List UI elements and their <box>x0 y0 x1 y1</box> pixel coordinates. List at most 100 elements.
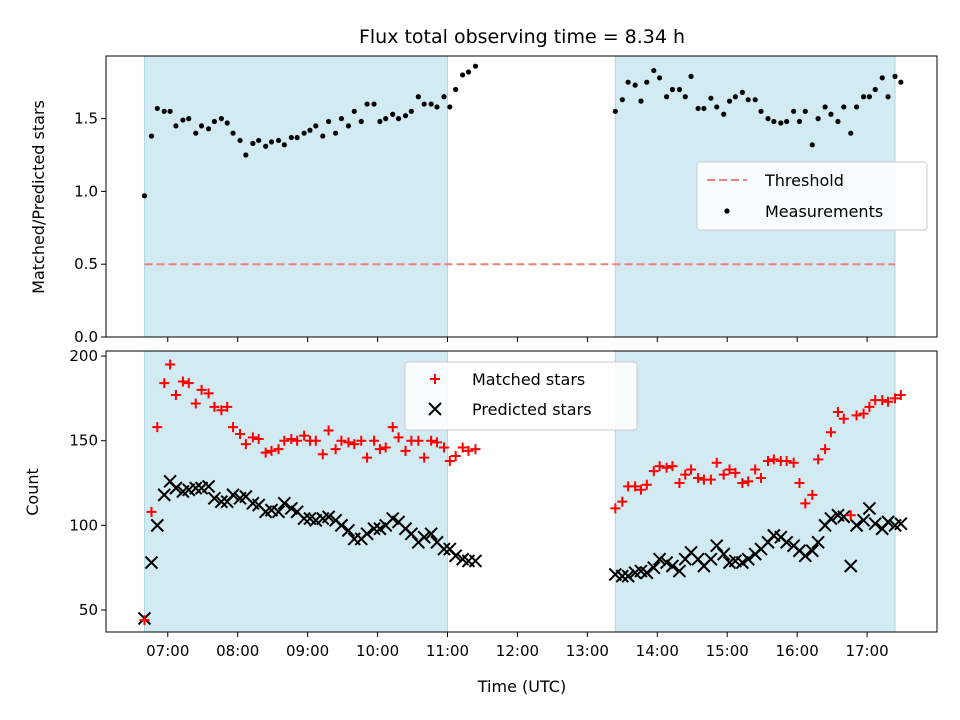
chart-title: Flux total observing time = 8.34 h <box>359 26 685 48</box>
ratio-legend-box <box>696 161 928 231</box>
matched-star-point <box>286 434 297 445</box>
measurement-point <box>866 94 873 100</box>
predicted-star-point <box>341 523 356 538</box>
measurement-point <box>421 101 427 107</box>
measurement-point <box>625 79 631 85</box>
matched-star-point <box>222 401 233 412</box>
ratio-panel: 0.0 0.5 1.0 1.5 Matched/Predicted stars Thr… <box>29 55 938 346</box>
matched-star-point <box>877 395 888 406</box>
measurement-point <box>256 137 262 144</box>
matched-star-point <box>216 405 227 416</box>
predicted-star-point <box>881 515 895 529</box>
measurement-point <box>428 101 434 107</box>
matched-star-point <box>654 461 665 472</box>
predicted-star-point <box>856 513 871 527</box>
count-shaded-interval <box>614 350 896 633</box>
matched-star-point <box>763 456 774 467</box>
x-tick-label: 07:00 <box>146 642 189 660</box>
x-tick-label: 17:00 <box>845 642 888 660</box>
matched-star-point <box>159 378 170 389</box>
predicted-star-point <box>360 527 374 541</box>
count-legend-predicted-marker <box>428 402 442 416</box>
matched-star-point <box>139 615 150 626</box>
matched-star-point <box>661 462 672 473</box>
matched-star-point <box>463 445 474 456</box>
measurement-point <box>237 137 243 144</box>
matched-star-point <box>235 428 246 439</box>
matched-star-point <box>890 393 901 404</box>
matched-star-point <box>266 445 277 456</box>
measurement-point <box>148 133 155 139</box>
matched-star-point <box>374 444 385 455</box>
matched-star-point <box>343 437 354 448</box>
matched-star-point <box>825 427 836 438</box>
measurement-points <box>141 63 904 199</box>
predicted-star-point <box>144 555 159 570</box>
measurement-point <box>161 108 167 114</box>
measurement-point <box>822 104 828 110</box>
ratio-y-tick-label: 0.0 <box>74 328 98 346</box>
measurement-point <box>447 104 453 110</box>
matched-star-point <box>705 474 716 485</box>
predicted-star-point <box>798 549 813 563</box>
matched-star-point <box>680 469 691 480</box>
measurement-point <box>167 108 173 114</box>
predicted-star-point <box>424 527 438 541</box>
predicted-star-point <box>214 494 229 509</box>
predicted-star-point <box>894 516 908 531</box>
measurement-point <box>364 101 370 107</box>
measurement-point <box>791 108 797 114</box>
matched-star-point <box>380 442 391 453</box>
measurement-point <box>714 104 720 110</box>
x-tick-label: 09:00 <box>286 642 329 660</box>
measurement-point <box>415 94 421 100</box>
ratio-legend-measurements-label: Measurements <box>765 202 883 221</box>
measurement-point <box>307 127 313 133</box>
matched-star-point <box>400 445 411 456</box>
measurement-point <box>211 118 217 125</box>
ratio-y-axis: 0.0 0.5 1.0 1.5 <box>74 110 106 346</box>
measurement-point <box>193 130 199 136</box>
measurement-point <box>860 94 867 100</box>
matched-star-point <box>693 472 704 483</box>
measurement-point <box>796 118 803 125</box>
matched-star-point <box>851 410 862 421</box>
measurement-point <box>848 130 854 136</box>
matched-star-point <box>209 401 220 412</box>
measurement-point <box>828 111 834 117</box>
matched-star-point <box>864 401 875 412</box>
measurement-point <box>281 142 287 148</box>
measurement-point <box>205 126 212 132</box>
measurement-point <box>809 142 815 148</box>
ratio-y-tick-label: 1.0 <box>74 182 98 200</box>
matched-star-point <box>444 456 455 467</box>
matched-star-point <box>426 435 437 446</box>
matched-star-point <box>438 442 449 453</box>
ratio-y-axis-label: Matched/Predicted stars <box>29 100 48 294</box>
predicted-star-point <box>207 491 222 505</box>
measurement-point <box>275 137 282 144</box>
predicted-star-point <box>615 569 630 583</box>
measurement-point <box>453 86 459 93</box>
measurement-point <box>345 123 352 129</box>
measurement-point <box>885 94 891 100</box>
matched-star-point <box>610 503 621 514</box>
matched-star-point <box>419 452 430 463</box>
count-y-axis: 50 100 150 200 <box>69 347 106 619</box>
matched-star-point <box>349 439 360 450</box>
measurement-point <box>268 139 275 145</box>
measurement-point <box>390 111 396 117</box>
measurement-point <box>186 116 192 122</box>
matched-star-point <box>635 484 646 495</box>
measurement-point <box>288 134 294 141</box>
measurement-point <box>815 116 821 122</box>
x-tick-label: 10:00 <box>356 642 399 660</box>
count-y-tick-label: 200 <box>69 347 98 365</box>
measurement-point <box>230 130 236 136</box>
ratio-shaded-interval <box>143 55 448 338</box>
measurement-point <box>180 117 186 123</box>
measurement-point <box>732 94 738 100</box>
measurement-point <box>472 63 479 69</box>
measurement-point <box>745 97 751 103</box>
